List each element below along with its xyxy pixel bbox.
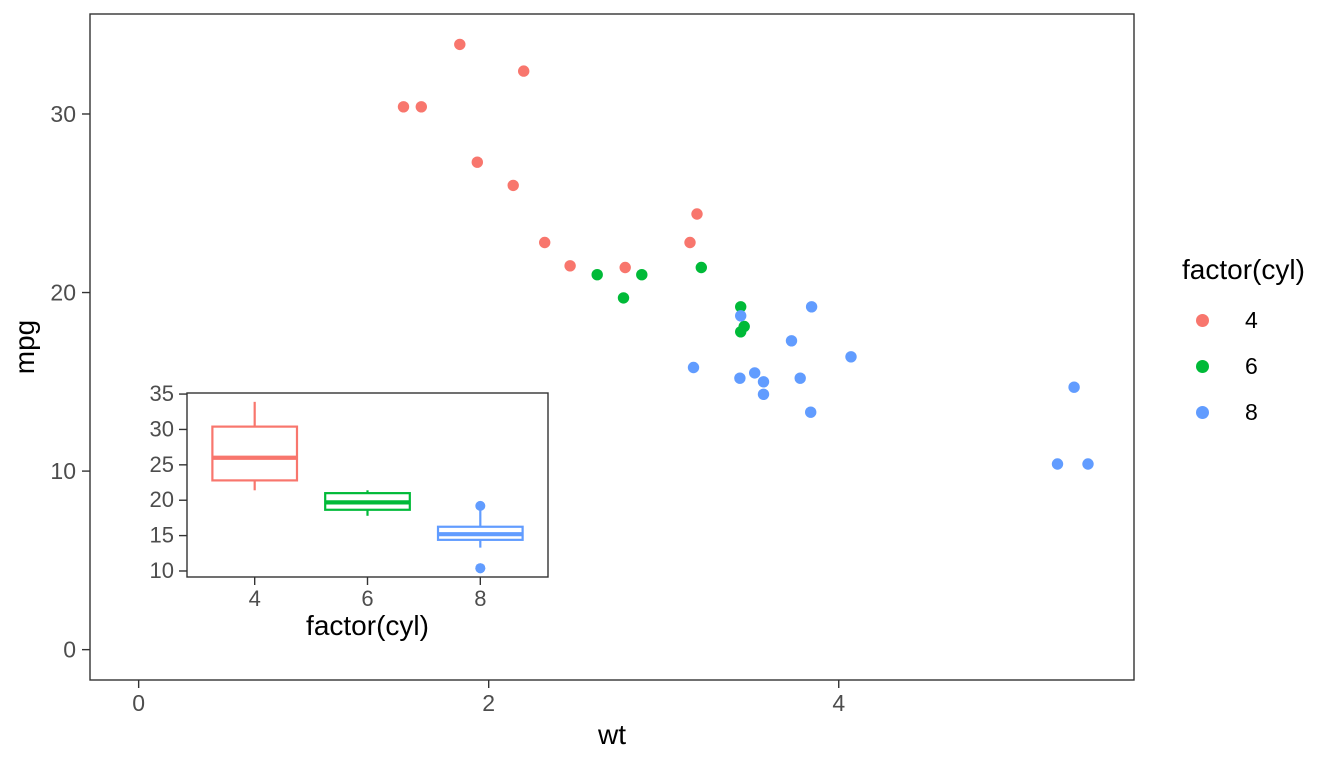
- scatter-point-cyl4: [684, 236, 696, 249]
- scatter-point-cyl4: [619, 261, 631, 274]
- scatter-point-cyl4: [507, 179, 519, 192]
- y-axis-tick-label: 0: [63, 637, 76, 663]
- scatter-point-cyl4: [471, 156, 483, 168]
- legend-key-dot-icon: [1196, 313, 1209, 327]
- scatter-point-cyl4: [539, 236, 551, 249]
- scatter-point-cyl4: [564, 260, 576, 272]
- inset-y-axis-tick-label: 10: [150, 558, 174, 583]
- scatter-point-cyl4: [454, 38, 466, 51]
- legend-items: 4 6 8: [1182, 297, 1305, 435]
- scatter-point-cyl8: [845, 351, 857, 363]
- boxplot-outlier-cyl8: [475, 500, 486, 511]
- scatter-point-cyl6: [636, 269, 648, 281]
- scatter-point-cyl6: [735, 301, 747, 313]
- legend: factor(cyl) 4 6 8: [1182, 250, 1305, 435]
- x-axis-tick-label: 4: [832, 690, 845, 716]
- legend-item-label: 6: [1245, 352, 1258, 379]
- legend-item-6: 6: [1182, 343, 1305, 389]
- legend-item-label: 8: [1245, 398, 1258, 425]
- inset-x-axis-title: factor(cyl): [306, 610, 429, 641]
- y-axis-title: mpg: [9, 320, 40, 374]
- inset-x-axis-tick-label: 4: [249, 586, 261, 611]
- inset-y-axis-tick-label: 15: [150, 523, 174, 548]
- inset-y-axis-tick-label: 30: [150, 416, 174, 441]
- boxplot-outlier-cyl8: [475, 563, 486, 574]
- scatter-point-cyl6: [617, 292, 630, 304]
- main-panel-border: [89, 13, 1135, 681]
- inset-y-axis-tick-label: 25: [150, 452, 174, 477]
- scatter-point-cyl4: [518, 65, 530, 77]
- boxplot-box-cyl4: [211, 425, 299, 482]
- scatter-point-cyl8: [757, 376, 770, 388]
- scatter-point-cyl8: [1068, 381, 1080, 393]
- legend-key-dot-icon: [1196, 405, 1209, 419]
- scatter-point-cyl4: [415, 101, 427, 113]
- scatter-point-cyl4: [397, 101, 410, 113]
- scatter-point-cyl4: [691, 208, 703, 220]
- scatter-point-cyl6: [735, 326, 747, 338]
- y-axis-tick-label: 30: [50, 101, 76, 127]
- x-axis-title: wt: [597, 719, 626, 750]
- scatter-point-cyl8: [805, 406, 817, 418]
- scatter-point-cyl8: [785, 335, 798, 347]
- inset-x-axis-tick-label: 6: [361, 586, 373, 611]
- legend-item-4: 4: [1182, 297, 1305, 343]
- inset-x-axis-tick-label: 8: [474, 586, 486, 611]
- scatter-point-cyl8: [734, 372, 746, 384]
- scatter-point-cyl8: [1082, 458, 1094, 470]
- scatter-point-cyl8: [794, 372, 806, 384]
- scatter-point-cyl8: [757, 388, 770, 400]
- legend-item-label: 4: [1245, 306, 1258, 333]
- scatter-point-cyl6: [591, 269, 603, 281]
- inset-y-axis-tick-label: 20: [150, 487, 174, 512]
- x-axis-tick-label: 0: [132, 690, 145, 716]
- scatter-point-cyl8: [1051, 458, 1064, 470]
- legend-item-8: 8: [1182, 389, 1305, 435]
- x-axis-tick-label: 2: [482, 690, 495, 716]
- scatter-point-cyl8: [735, 310, 747, 322]
- legend-key-dot-icon: [1196, 359, 1209, 373]
- y-axis-tick-label: 10: [50, 458, 76, 484]
- inset-panel: [186, 392, 549, 578]
- y-axis-tick-label: 20: [50, 280, 76, 306]
- scatter-point-cyl8: [749, 367, 761, 379]
- scatter-point-cyl8: [687, 361, 700, 374]
- legend-title: factor(cyl): [1182, 254, 1305, 285]
- scatter-point-cyl8: [805, 301, 818, 313]
- scatter-point-cyl6: [695, 261, 707, 274]
- inset-y-axis-tick-label: 35: [150, 381, 174, 406]
